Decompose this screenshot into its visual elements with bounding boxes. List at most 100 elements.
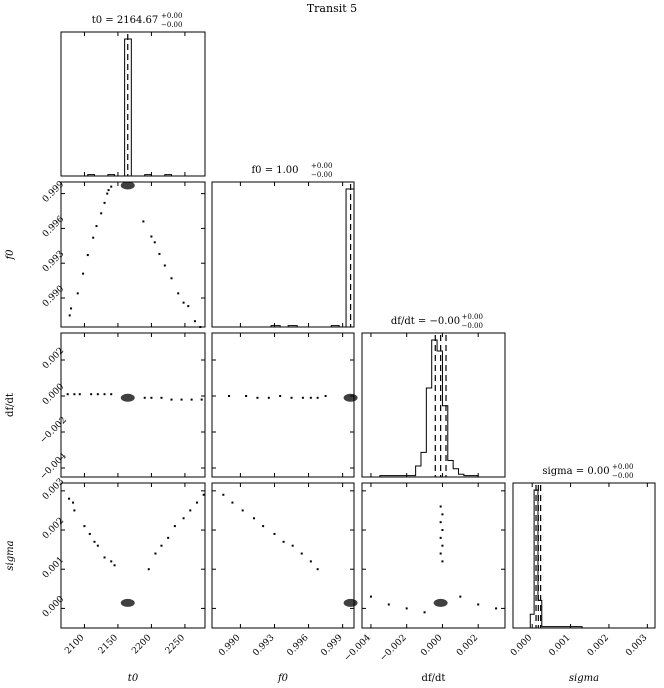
scatter-point-dfdt-sigma-3 (441, 529, 444, 532)
scatter-point-t0-dfdt-4 (96, 393, 99, 396)
scatter-point-t0-sigma-9 (113, 564, 116, 567)
param-title-sup-t0: +0.00 (161, 12, 182, 20)
scatter-point-f0-sigma-5 (273, 532, 276, 535)
scatter-point-t0-sigma-8 (110, 560, 113, 563)
scatter-point-t0-f0-12 (142, 220, 145, 223)
scatter-point-f0-dfdt-0 (228, 395, 231, 397)
scatter-point-t0-f0-3 (82, 272, 85, 275)
scatter-point-dfdt-sigma-0 (439, 505, 442, 508)
scatter-point-t0-dfdt-8 (150, 396, 153, 399)
scatter-point-t0-sigma-4 (88, 532, 91, 535)
scatter-point-t0-f0-20 (187, 305, 190, 308)
param-title-f0: f0 = 1.00 (251, 165, 298, 176)
scatter-point-t0-sigma-5 (93, 540, 96, 543)
density-core-dfdt-sigma (433, 598, 448, 607)
scatter-point-f0-dfdt-3 (267, 396, 270, 399)
scatter-point-f0-sigma-9 (309, 560, 312, 563)
scatter-point-t0-dfdt-9 (160, 396, 163, 399)
scatter-point-t0-sigma-6 (96, 544, 99, 547)
tick-label-sigma: 0.001 (547, 633, 572, 658)
histogram-dfdt (362, 339, 505, 478)
density-core-t0-dfdt (120, 393, 135, 402)
scatter-point-t0-f0-14 (153, 241, 156, 244)
scatter-point-t0-sigma-14 (173, 525, 176, 528)
scatter-point-dfdt-sigma-13 (477, 603, 480, 606)
scatter-point-t0-f0-11 (110, 185, 113, 188)
scatter-point-t0-sigma-0 (68, 497, 71, 500)
scatter-point-t0-dfdt-11 (180, 398, 183, 401)
param-title-sup-dfdt: +0.00 (462, 313, 483, 321)
scatter-point-f0-sigma-0 (222, 493, 225, 496)
tick-label-t0: 2250 (164, 633, 187, 656)
tick-label-dfdt: 0.002 (455, 633, 480, 658)
tick-label-sigma: 0.000 (509, 633, 534, 658)
scatter-point-f0-sigma-7 (291, 544, 294, 547)
scatter-point-t0-f0-8 (103, 201, 106, 204)
scatter-point-t0-dfdt-12 (190, 398, 193, 401)
axis-label-y-dfdt: df/dt (5, 393, 16, 417)
scatter-point-f0-sigma-8 (300, 552, 303, 555)
scatter-point-dfdt-sigma-2 (439, 521, 442, 524)
scatter-point-t0-dfdt-2 (78, 393, 81, 396)
figure-title: Transit 5 (306, 2, 358, 15)
density-core-t0-sigma (120, 598, 135, 607)
scatter-point-dfdt-sigma-7 (441, 560, 444, 563)
param-title-sup-sigma: +0.00 (612, 463, 633, 471)
scatter-point-f0-dfdt-1 (245, 395, 248, 397)
axis-label-x-dfdt: df/dt (422, 673, 446, 684)
scatter-point-f0-dfdt-7 (309, 396, 312, 399)
scatter-point-t0-sigma-12 (160, 544, 163, 547)
scatter-point-t0-sigma-11 (154, 552, 157, 555)
scatter-point-f0-dfdt-9 (324, 395, 327, 397)
scatter-point-t0-f0-6 (95, 225, 98, 228)
scatter-point-dfdt-sigma-1 (441, 513, 444, 516)
param-title-sub-t0: −0.00 (161, 21, 182, 29)
density-core-f0-sigma (343, 598, 358, 607)
tick-label-dfdt: −0.002 (38, 415, 69, 446)
tick-label-f0: 0.993 (251, 633, 276, 658)
tick-label-t0: 2150 (97, 633, 120, 656)
tick-label-f0: 0.996 (285, 633, 310, 658)
scatter-point-t0-dfdt-1 (73, 393, 76, 396)
tick-label-f0: 0.993 (41, 249, 66, 274)
axes-frame-dfdt-dfdt (361, 332, 506, 478)
scatter-point-t0-f0-15 (158, 252, 161, 255)
param-title-sub-sigma: −0.00 (612, 472, 633, 480)
histogram-f0 (212, 188, 354, 328)
scatter-point-t0-sigma-17 (195, 501, 198, 504)
param-title-sub-f0: −0.00 (311, 171, 332, 179)
tick-label-sigma: 0.002 (586, 633, 611, 658)
tick-label-sigma: 0.001 (41, 555, 66, 580)
scatter-point-t0-f0-18 (177, 292, 180, 295)
scatter-point-t0-sigma-2 (73, 509, 76, 512)
scatter-point-t0-sigma-1 (72, 501, 75, 504)
scatter-point-f0-dfdt-8 (316, 396, 319, 399)
tick-label-dfdt: 0.000 (41, 382, 66, 407)
scatter-point-dfdt-sigma-8 (369, 595, 372, 598)
scatter-point-t0-sigma-15 (182, 517, 185, 520)
scatter-point-t0-sigma-3 (83, 525, 86, 528)
param-title-sub-dfdt: −0.00 (462, 322, 483, 330)
tick-label-f0: 0.996 (41, 214, 66, 239)
scatter-point-t0-f0-17 (170, 277, 173, 280)
axes-frame-sigma-t0 (60, 482, 206, 629)
density-core-f0-dfdt (343, 393, 358, 402)
scatter-point-f0-sigma-4 (262, 525, 265, 528)
scatter-point-dfdt-sigma-11 (423, 611, 426, 614)
axes-frame-f0-f0 (211, 181, 355, 328)
tick-label-dfdt: −0.004 (342, 633, 373, 664)
scatter-point-f0-dfdt-6 (301, 396, 304, 399)
scatter-point-t0-f0-1 (70, 307, 73, 310)
scatter-point-dfdt-sigma-12 (459, 595, 462, 598)
scatter-point-dfdt-sigma-5 (441, 544, 444, 547)
tick-label-sigma: 0.003 (624, 633, 649, 658)
scatter-point-t0-dfdt-7 (143, 396, 146, 399)
axis-label-x-sigma: sigma (569, 673, 599, 684)
axes-frame-dfdt-t0 (60, 332, 206, 478)
scatter-point-f0-sigma-1 (231, 501, 234, 504)
scatter-point-t0-sigma-13 (167, 536, 170, 539)
histogram-sigma (513, 489, 655, 629)
tick-label-f0: 0.990 (217, 633, 242, 658)
scatter-point-t0-f0-2 (76, 292, 79, 295)
